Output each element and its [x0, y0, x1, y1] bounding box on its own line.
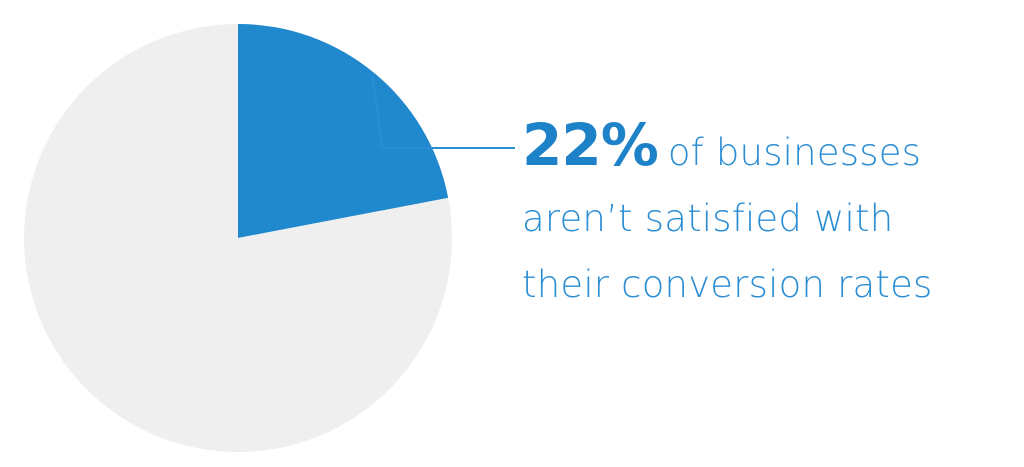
callout-line-3: their conversion rates — [522, 263, 933, 306]
callout-line-1-rest: of businesses — [667, 131, 922, 174]
callout-leader-line — [371, 75, 515, 149]
callout-percent: 22% — [522, 111, 659, 179]
pie-slice-2 — [23, 24, 452, 452]
pie-slice-1 — [238, 24, 449, 238]
callout-line-2: aren’t satisfied with — [522, 197, 894, 240]
callout-line-1: 22% of businesses — [522, 112, 1017, 186]
callout-text: 22% of businesses aren’t satisfied with t… — [522, 112, 1017, 318]
